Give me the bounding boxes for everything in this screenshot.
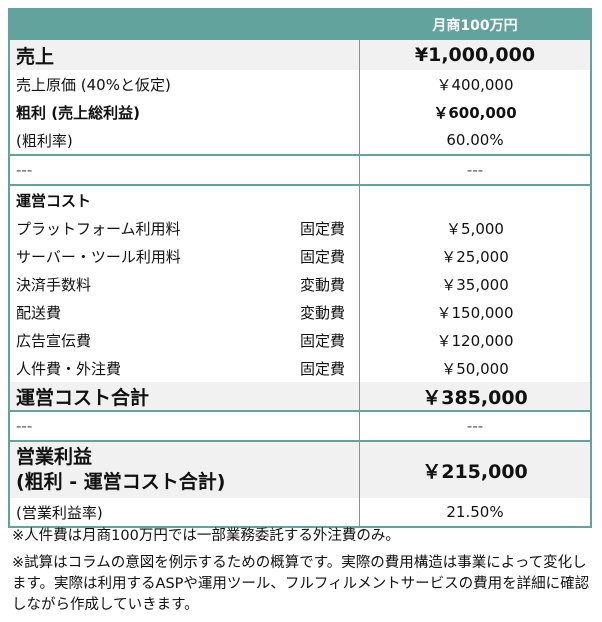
row-value: ￥400,000 <box>359 70 591 98</box>
row-label: 売上 <box>9 40 360 70</box>
cogs-row: 売上原価 (40%と仮定) ￥400,000 <box>9 70 591 98</box>
cost-item-label: プラットフォーム利用料 <box>16 219 181 238</box>
row-label: 粗利 (売上総利益) <box>16 103 140 122</box>
opcost-total-row: 運営コスト合計 ￥385,000 <box>9 382 591 411</box>
cost-item-row: 配送費 変動費 ￥150,000 <box>9 298 591 326</box>
row-value: --- <box>359 410 591 442</box>
opcost-heading-row: 運営コスト <box>9 185 591 214</box>
cost-item-label: 広告宣伝費 <box>16 331 92 350</box>
header-row: 月商100万円 <box>9 9 591 40</box>
row-value: --- <box>359 154 591 186</box>
row-label: 売上原価 (40%と仮定) <box>16 75 171 94</box>
separator-row: --- --- <box>9 410 591 442</box>
pl-table-container: 月商100万円 売上 ¥1,000,000 売上原価 (40%と仮定) ￥400… <box>8 8 592 528</box>
row-value: ￥215,000 <box>359 441 591 498</box>
row-label: 営業利益 (粗利 - 運営コスト合計) <box>9 441 360 498</box>
row-value: ￥385,000 <box>359 382 591 411</box>
row-value: ￥5,000 <box>359 214 591 242</box>
row-label: サーバー・ツール利用料 固定費 <box>9 242 360 270</box>
row-label: 決済手数料 変動費 <box>9 270 360 298</box>
row-value: ￥600,000 <box>359 98 591 126</box>
gross-rate-row: (粗利率) 60.00% <box>9 126 591 155</box>
cost-type: 固定費 <box>299 219 345 238</box>
row-label: 配送費 変動費 <box>9 298 360 326</box>
op-rate-row: (営業利益率) 21.50% <box>9 498 591 527</box>
cost-item-row: 広告宣伝費 固定費 ￥120,000 <box>9 326 591 354</box>
row-value: 60.00% <box>359 126 591 155</box>
cost-item-label: 配送費 <box>16 303 62 322</box>
cost-type: 固定費 <box>299 359 345 378</box>
gross-row: 粗利 (売上総利益) ￥600,000 <box>9 98 591 126</box>
cost-type: 変動費 <box>299 303 345 322</box>
row-label: (粗利率) <box>16 131 73 150</box>
row-label: 広告宣伝費 固定費 <box>9 326 360 354</box>
notes: ※人件費は月商100万円では一部業務委託する外注費のみ。 ※試算はコラムの意図を… <box>12 526 592 622</box>
cost-item-row: 人件費・外注費 固定費 ￥50,000 <box>9 354 591 382</box>
cost-item-label: 決済手数料 <box>16 275 92 294</box>
row-value: ￥150,000 <box>359 298 591 326</box>
row-label: 運営コスト <box>16 191 92 210</box>
row-value: ￥50,000 <box>359 354 591 382</box>
row-value: ¥1,000,000 <box>359 40 591 70</box>
header-label <box>9 9 360 40</box>
cost-item-label: サーバー・ツール利用料 <box>16 247 181 266</box>
row-value: ￥25,000 <box>359 242 591 270</box>
cost-item-row: プラットフォーム利用料 固定費 ￥5,000 <box>9 214 591 242</box>
cost-item-row: サーバー・ツール利用料 固定費 ￥25,000 <box>9 242 591 270</box>
row-value <box>359 185 591 214</box>
cost-type: 固定費 <box>299 331 345 350</box>
pl-table: 月商100万円 売上 ¥1,000,000 売上原価 (40%と仮定) ￥400… <box>8 8 592 528</box>
note: ※人件費は月商100万円では一部業務委託する外注費のみ。 <box>12 528 400 544</box>
row-value: ￥120,000 <box>359 326 591 354</box>
row-value: ￥35,000 <box>359 270 591 298</box>
op-profit-label: 営業利益 <box>16 446 93 468</box>
op-profit-row: 営業利益 (粗利 - 運営コスト合計) ￥215,000 <box>9 441 591 498</box>
sales-row: 売上 ¥1,000,000 <box>9 40 591 70</box>
row-label: プラットフォーム利用料 固定費 <box>9 214 360 242</box>
row-label: --- <box>9 410 360 442</box>
row-label: (営業利益率) <box>16 503 103 522</box>
separator-row: --- --- <box>9 154 591 186</box>
row-value: 21.50% <box>359 498 591 527</box>
op-profit-formula: (粗利 - 運営コスト合計) <box>16 471 226 493</box>
header-column: 月商100万円 <box>359 9 591 40</box>
cost-item-row: 決済手数料 変動費 ￥35,000 <box>9 270 591 298</box>
row-label: 人件費・外注費 固定費 <box>9 354 360 382</box>
cost-item-label: 人件費・外注費 <box>16 359 122 378</box>
row-label: 運営コスト合計 <box>9 382 360 411</box>
cost-type: 固定費 <box>299 247 345 266</box>
cost-type: 変動費 <box>299 275 345 294</box>
row-label: --- <box>9 154 360 186</box>
note: ※試算はコラムの意図を例示するための概算です。実際の費用構造は事業によって変化し… <box>12 555 590 613</box>
